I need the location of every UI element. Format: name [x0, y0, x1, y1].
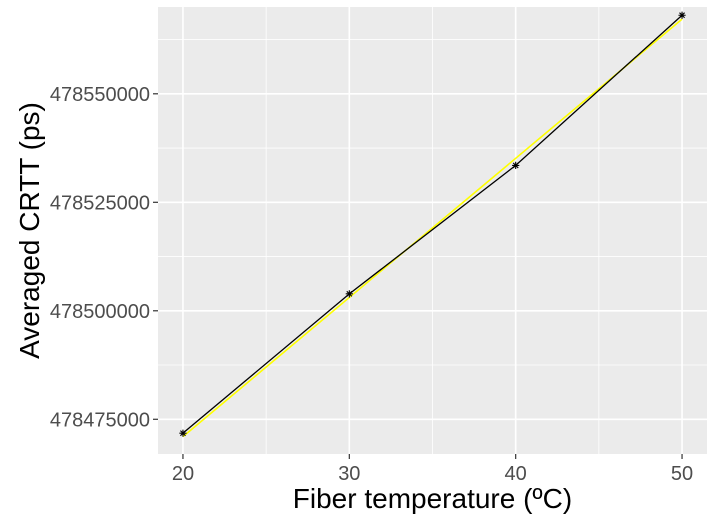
x-tick-label: 40	[505, 463, 527, 485]
fit-line	[182, 18, 683, 438]
data-point-marker	[678, 11, 686, 19]
y-tick-label: 478475000	[50, 409, 150, 431]
major-gridlines	[158, 7, 707, 454]
data-point-marker	[512, 161, 520, 170]
axis-tick-labels: 20 30 40 50 478475000 478500000 478525000 47855…	[50, 84, 693, 485]
x-axis-title: Fiber temperature (ºC)	[293, 483, 572, 514]
data-point-marker	[345, 290, 353, 298]
minor-gridlines	[158, 7, 707, 454]
axis-ticks	[153, 93, 683, 459]
x-tick-label: 30	[338, 463, 360, 485]
x-tick-label: 50	[671, 463, 693, 485]
data-point-marker	[179, 429, 187, 437]
data-line	[182, 14, 683, 434]
y-tick-label: 478525000	[50, 192, 150, 214]
series-layer	[179, 11, 686, 438]
y-axis-title: Averaged CRTT (ps)	[14, 102, 45, 359]
y-tick-label: 478550000	[50, 84, 150, 106]
x-tick-label: 20	[172, 463, 194, 485]
y-tick-label: 478500000	[50, 301, 150, 323]
